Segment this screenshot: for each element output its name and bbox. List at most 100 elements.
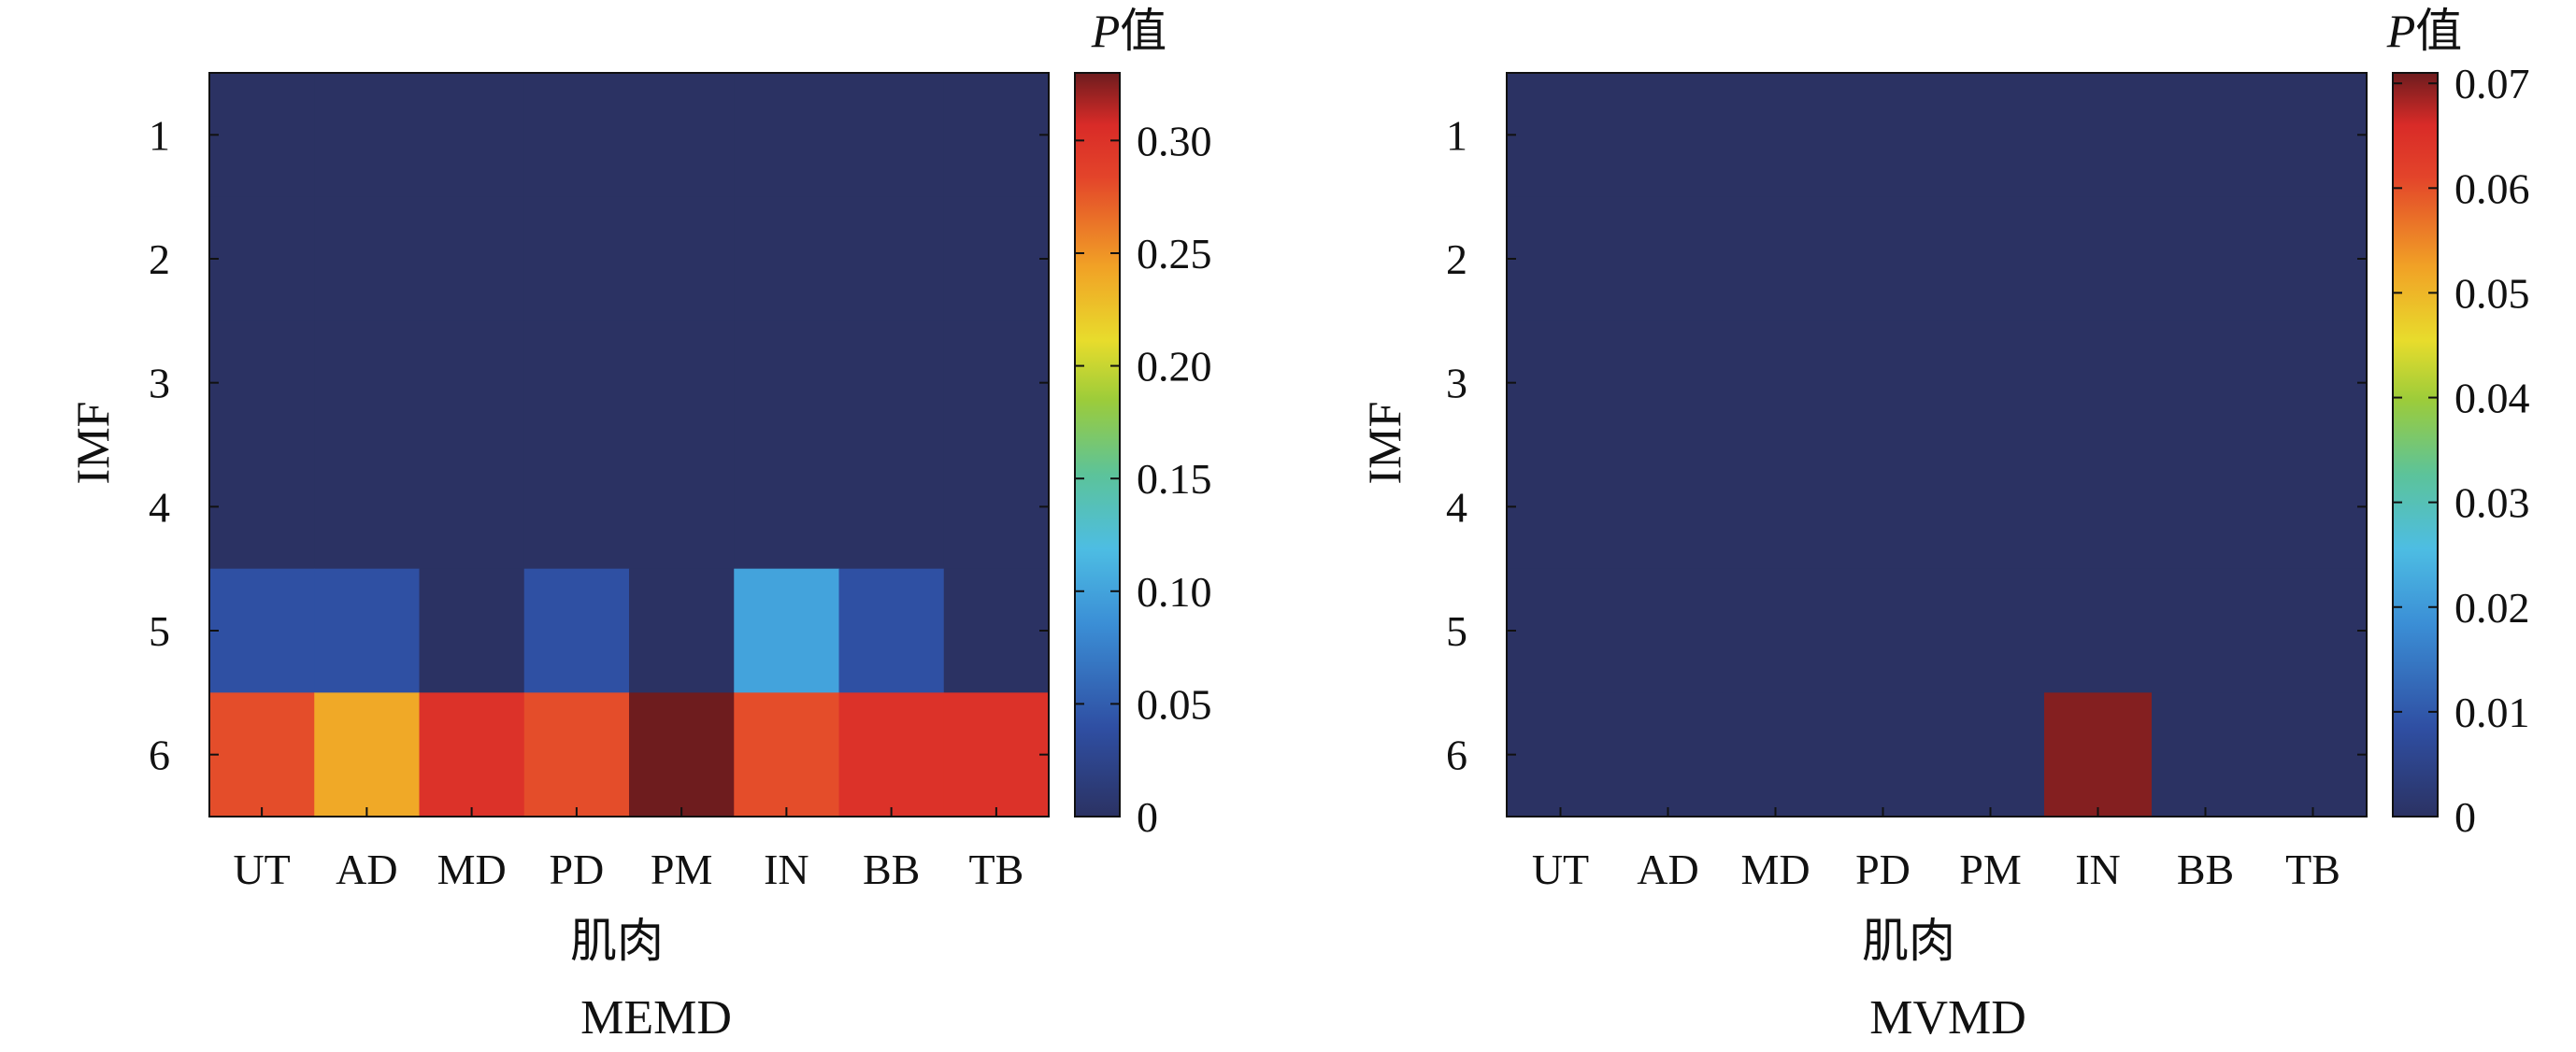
mvmd-ylabel: IMF — [1358, 402, 1410, 485]
mvmd-cell-4-PD — [1829, 445, 1938, 570]
memd-cell-1-MD — [419, 73, 525, 198]
memd-cell-4-BB — [838, 445, 945, 570]
memd-colorbar-tick-label: 0.25 — [1137, 230, 1212, 277]
memd-plot-frame — [208, 72, 1050, 817]
mvmd-colorbar-tick-label: 0.02 — [2454, 584, 2530, 632]
memd-colorbar-title: P值 — [1091, 5, 1167, 57]
memd-cell-2-IN — [734, 196, 840, 321]
mvmd-plot-frame — [1506, 72, 2368, 817]
mvmd-y-tick-label: 6 — [1446, 732, 1467, 779]
memd-cell-2-UT — [209, 196, 315, 321]
mvmd-colorbar-tick-label: 0 — [2454, 793, 2476, 841]
memd-cell-6-BB — [838, 692, 945, 817]
mvmd-cell-6-AD — [1614, 692, 1723, 817]
mvmd-cell-4-TB — [2259, 445, 2368, 570]
mvmd-cell-6-PD — [1829, 692, 1938, 817]
memd-x-tick-label: PD — [549, 846, 604, 893]
mvmd-panel: UT AD MD PD PM IN BB TB 1 2 3 4 5 6 0 0.01 0.02 0.03 0.04 0… — [1446, 60, 2530, 893]
memd-cell-2-PM — [629, 196, 735, 321]
mvmd-x-tick-label: IN — [2075, 846, 2121, 893]
mvmd-cell-4-UT — [1507, 445, 1615, 570]
mvmd-cell-1-UT — [1507, 73, 1615, 198]
mvmd-colorbar-tick-label: 0.03 — [2454, 479, 2530, 527]
mvmd-x-tick-label: BB — [2177, 846, 2234, 893]
mvmd-cell-6-BB — [2152, 692, 2260, 817]
memd-cell-6-MD — [419, 692, 525, 817]
mvmd-cell-4-MD — [1722, 445, 1830, 570]
mvmd-cell-5-AD — [1614, 568, 1723, 693]
memd-cell-4-MD — [419, 445, 525, 570]
mvmd-cell-2-MD — [1722, 196, 1830, 321]
mvmd-cell-6-IN — [2044, 692, 2153, 817]
memd-caption: MEMD — [580, 991, 732, 1045]
memd-cell-4-AD — [314, 445, 421, 570]
memd-cell-3-UT — [209, 320, 315, 446]
memd-colorbar — [1074, 72, 1121, 817]
memd-cell-3-MD — [419, 320, 525, 446]
memd-x-tick-label: UT — [233, 846, 290, 893]
mvmd-colorbar-title: P值 — [2386, 5, 2463, 57]
memd-cell-3-BB — [838, 320, 945, 446]
mvmd-cell-5-PD — [1829, 568, 1938, 693]
mvmd-cell-6-TB — [2259, 692, 2368, 817]
mvmd-x-tick-label: PD — [1855, 846, 1911, 893]
memd-x-tick-label: AD — [336, 846, 397, 893]
mvmd-cell-2-PM — [1937, 196, 2045, 321]
memd-y-tick-label: 2 — [149, 235, 170, 283]
mvmd-colorbar-tick-label: 0.06 — [2454, 164, 2530, 212]
mvmd-caption: MVMD — [1869, 991, 2026, 1045]
mvmd-cell-6-PM — [1937, 692, 2045, 817]
memd-colorbar-tick-label: 0.30 — [1137, 117, 1212, 164]
memd-cell-6-TB — [943, 692, 1050, 817]
mvmd-cell-4-PM — [1937, 445, 2045, 570]
memd-cell-4-TB — [943, 445, 1050, 570]
mvmd-colorbar-tick-label: 0.05 — [2454, 269, 2530, 317]
mvmd-cell-1-MD — [1722, 73, 1830, 198]
mvmd-cell-2-UT — [1507, 196, 1615, 321]
memd-x-tick-label: TB — [968, 846, 1023, 893]
mvmd-cell-3-BB — [2152, 320, 2260, 446]
memd-cell-1-BB — [838, 73, 945, 198]
memd-cell-2-TB — [943, 196, 1050, 321]
mvmd-cell-4-AD — [1614, 445, 1723, 570]
memd-cell-5-BB — [838, 568, 945, 693]
mvmd-cell-1-TB — [2259, 73, 2368, 198]
mvmd-cell-5-PM — [1937, 568, 2045, 693]
memd-cell-2-BB — [838, 196, 945, 321]
mvmd-cell-2-IN — [2044, 196, 2153, 321]
memd-cell-5-TB — [943, 568, 1050, 693]
mvmd-cell-1-PM — [1937, 73, 2045, 198]
memd-cell-3-IN — [734, 320, 840, 446]
mvmd-cell-1-PD — [1829, 73, 1938, 198]
mvmd-colorbar-tick-label: 0.04 — [2454, 375, 2530, 422]
memd-y-tick-label: 3 — [149, 360, 170, 407]
memd-cell-3-TB — [943, 320, 1050, 446]
memd-cell-4-PM — [629, 445, 735, 570]
mvmd-cell-3-TB — [2259, 320, 2368, 446]
mvmd-x-tick-label: PM — [1959, 846, 2021, 893]
memd-cell-1-IN — [734, 73, 840, 198]
memd-ylabel: IMF — [66, 402, 119, 485]
mvmd-cell-6-MD — [1722, 692, 1830, 817]
mvmd-cell-3-PD — [1829, 320, 1938, 446]
mvmd-colorbar-tick-label: 0.07 — [2454, 60, 2530, 107]
mvmd-cell-2-PD — [1829, 196, 1938, 321]
memd-y-tick-label: 6 — [149, 732, 170, 779]
mvmd-cell-3-AD — [1614, 320, 1723, 446]
memd-cell-2-MD — [419, 196, 525, 321]
mvmd-colorbar — [2392, 72, 2439, 817]
memd-cell-1-PD — [523, 73, 630, 198]
memd-y-tick-label: 5 — [149, 607, 170, 655]
mvmd-y-tick-label: 1 — [1446, 111, 1467, 159]
mvmd-y-tick-label: 2 — [1446, 235, 1467, 283]
memd-x-tick-label: PM — [651, 846, 712, 893]
mvmd-y-tick-label: 5 — [1446, 607, 1467, 655]
memd-cell-6-PM — [629, 692, 735, 817]
mvmd-cell-4-IN — [2044, 445, 2153, 570]
memd-colorbar-tick-label: 0 — [1137, 793, 1158, 841]
memd-y-tick-label: 4 — [149, 483, 170, 531]
mvmd-x-tick-label: MD — [1740, 846, 1810, 893]
mvmd-cell-5-IN — [2044, 568, 2153, 693]
mvmd-cell-1-BB — [2152, 73, 2260, 198]
mvmd-cell-5-MD — [1722, 568, 1830, 693]
